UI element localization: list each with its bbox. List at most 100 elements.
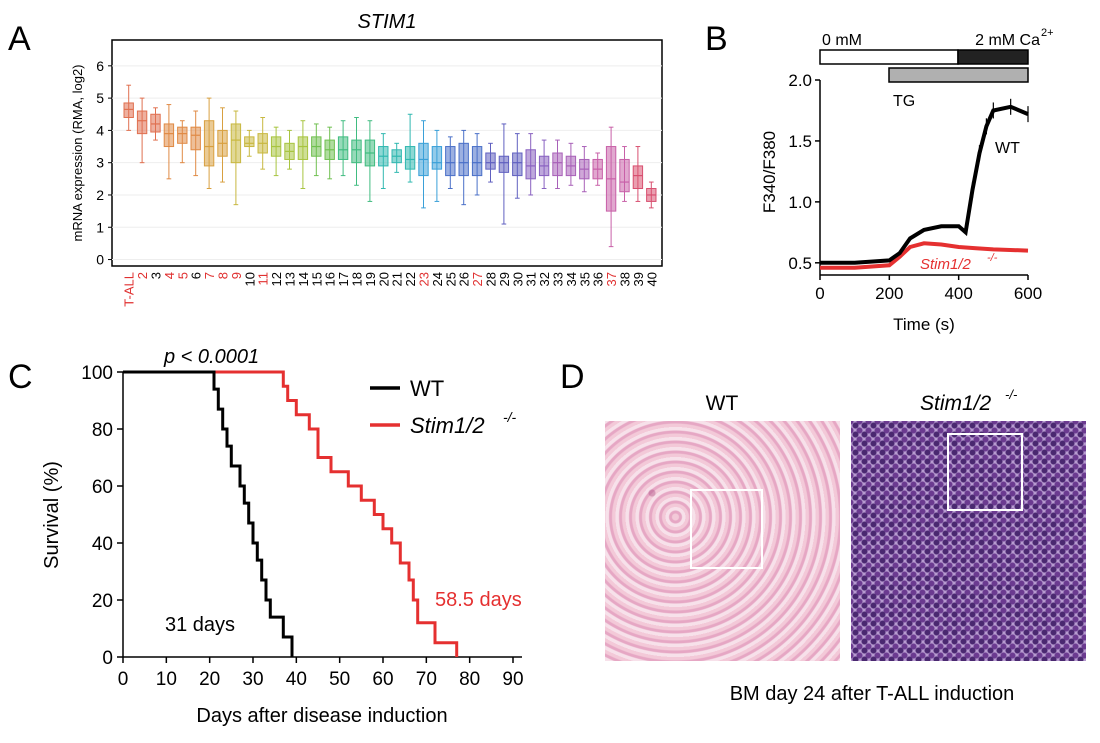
- box-27: [471, 133, 483, 196]
- box-35: [579, 146, 590, 193]
- panel-b-ko-superscript: -/-: [987, 252, 998, 264]
- x-tick-label: T-ALL: [122, 272, 137, 307]
- x-tick-label: 20: [376, 272, 391, 286]
- y-tick-label: 2.0: [788, 71, 812, 90]
- x-tick-label: 28: [484, 272, 499, 286]
- x-tick-label: 18: [350, 272, 365, 286]
- box-body: [244, 136, 255, 148]
- box-14: [297, 120, 309, 190]
- box-40: [646, 181, 657, 209]
- median-wt-label: 31 days: [165, 614, 235, 636]
- y-tick-label: 6: [96, 58, 104, 74]
- panel-b-ko-label: Stim1/2: [920, 256, 972, 273]
- x-tick-label: 37: [604, 272, 619, 286]
- x-tick-label: 30: [242, 669, 263, 690]
- y-tick-label: 100: [81, 363, 113, 384]
- x-tick-label: 10: [242, 272, 257, 286]
- histology-inset-stim-ko: [947, 433, 1023, 511]
- box-33: [552, 139, 563, 190]
- tg-label: TG: [893, 93, 915, 110]
- box-13: [284, 129, 295, 170]
- y-tick-label: 5: [96, 90, 104, 106]
- x-tick-label: 32: [537, 272, 552, 286]
- panel-letter-b: B: [705, 20, 728, 58]
- x-tick-label: 31: [524, 272, 539, 286]
- x-tick-label: 25: [443, 272, 458, 286]
- box-12: [270, 126, 282, 177]
- panel-b-ylabel: F340/F380: [760, 131, 779, 213]
- box-11: [257, 116, 268, 170]
- calcium-bar-label-right: 2 mM Ca: [975, 32, 1040, 49]
- histology-label-ko: Stim1/2: [920, 392, 992, 415]
- box-5: [177, 120, 188, 164]
- tg-bar: [888, 67, 1029, 83]
- x-tick-label: 10: [156, 669, 177, 690]
- box-body: [619, 158, 630, 193]
- box-20: [378, 133, 389, 190]
- box-body: [431, 146, 443, 170]
- x-tick-label: 16: [323, 272, 338, 286]
- box-body: [163, 123, 175, 148]
- calcium-bar-label-left: 0 mM: [822, 32, 862, 49]
- panel-c-xlabel: Days after disease induction: [196, 705, 447, 727]
- box-body: [552, 152, 563, 177]
- panel-a-y-ticks: 0 1 2 3 4 5 6: [96, 58, 112, 268]
- box-18: [351, 116, 362, 186]
- box-15: [311, 123, 322, 177]
- box-6: [190, 110, 201, 177]
- x-tick-label: 7: [202, 272, 217, 279]
- box-body: [632, 165, 644, 190]
- y-tick-label: 0.5: [788, 254, 812, 273]
- histology-caption: BM day 24 after T-ALL induction: [730, 683, 1015, 705]
- box-body: [351, 139, 362, 164]
- box-body: [123, 102, 134, 118]
- y-tick-label: 80: [92, 420, 113, 441]
- box-3: [150, 107, 161, 141]
- box-38: [619, 146, 630, 202]
- y-tick-label: 1.5: [788, 132, 812, 151]
- box-body: [177, 126, 188, 144]
- y-tick-label: 20: [92, 591, 113, 612]
- x-tick-label: 17: [336, 272, 351, 286]
- survival-curve-stim-ko: [123, 370, 459, 657]
- box-16: [324, 126, 335, 180]
- panel-a-title: STIM1: [358, 11, 417, 33]
- panel-letter-a: A: [8, 20, 31, 58]
- x-tick-label: 40: [286, 669, 307, 690]
- x-tick-label: 0: [815, 284, 824, 303]
- box-10: [244, 129, 255, 157]
- box-2: [136, 97, 148, 164]
- y-tick-label: 1: [96, 219, 104, 235]
- box-body: [485, 152, 496, 170]
- panel-c: p < 0.0001 0 20 40 60 80 100 0 10 20 30 40 50 60 70 80…: [41, 346, 524, 727]
- x-tick-label: 14: [296, 272, 311, 286]
- box-26: [458, 129, 469, 206]
- x-tick-label: 23: [417, 272, 432, 286]
- x-tick-label: 50: [329, 669, 350, 690]
- histology-image-wt: [605, 421, 840, 661]
- x-tick-label: 36: [591, 272, 606, 286]
- x-tick-label: 38: [618, 272, 633, 286]
- box-body: [458, 142, 469, 177]
- box-body: [297, 136, 309, 160]
- panel-a-x-labels: T-ALL23456789101112131415161718192021222…: [122, 272, 660, 307]
- box-body: [190, 126, 201, 151]
- x-tick-label: 26: [457, 272, 472, 286]
- histology-label-wt: WT: [706, 392, 739, 415]
- box-4: [163, 104, 175, 180]
- x-tick-label: 22: [403, 272, 418, 286]
- box-body: [498, 155, 510, 173]
- x-tick-label: 30: [510, 272, 525, 286]
- x-tick-label: 200: [875, 284, 903, 303]
- x-tick-label: 4: [162, 272, 177, 279]
- x-tick-label: 33: [551, 272, 566, 286]
- panel-a-boxes: [123, 84, 657, 248]
- y-tick-label: 3: [96, 155, 104, 171]
- box-body: [136, 110, 148, 135]
- box-36: [592, 152, 603, 186]
- x-tick-label: 15: [309, 272, 324, 286]
- histology-image-stim-ko: [851, 421, 1086, 661]
- box-body: [230, 123, 242, 164]
